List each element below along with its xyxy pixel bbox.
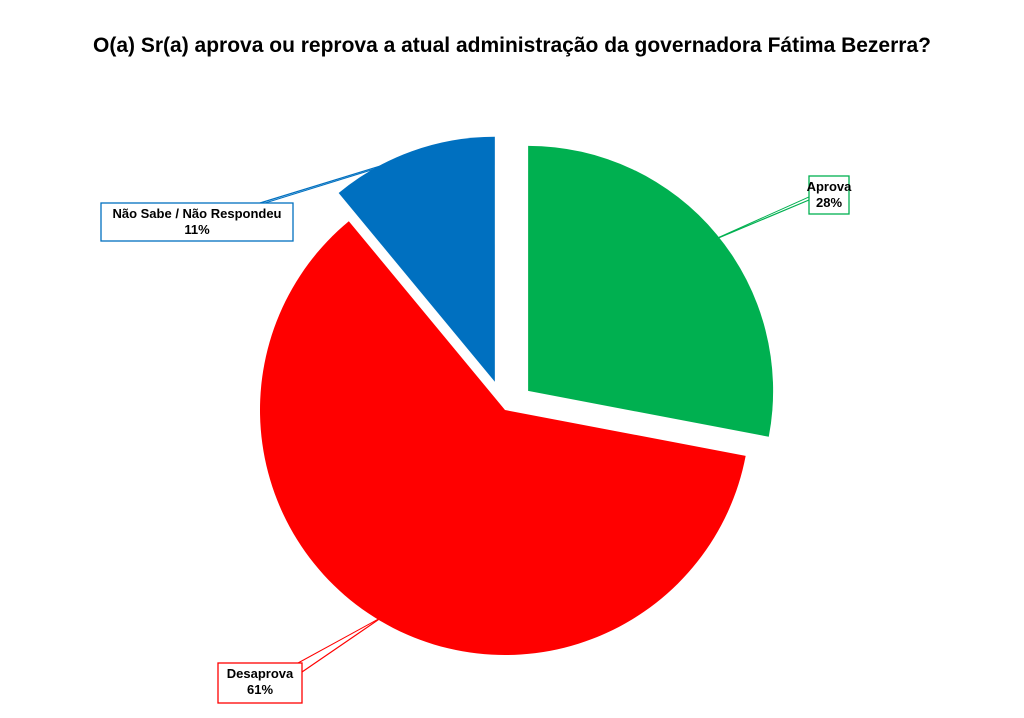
leader-line	[297, 616, 384, 664]
chart-title: O(a) Sr(a) aprova ou reprova a atual adm…	[93, 34, 931, 57]
pie-slice-n-o-sabe-n-o-respondeu	[338, 136, 495, 382]
callout-value-label: 11%	[184, 222, 210, 237]
callout-box	[808, 175, 850, 215]
pie-slices	[259, 136, 774, 656]
callout-leaders	[259, 155, 810, 673]
callout-category-label: Não Sabe / Não Respondeu	[112, 206, 281, 221]
leader-line	[707, 196, 810, 243]
callout-category-label: Aprova	[807, 179, 853, 194]
leader-line	[301, 616, 384, 673]
leader-line	[264, 157, 411, 204]
leader-line	[259, 155, 414, 204]
pie-slice-desaprova	[259, 221, 746, 656]
callout-value-label: 61%	[247, 682, 273, 697]
pie-slice-aprova	[528, 145, 774, 437]
callout-box	[100, 202, 294, 242]
callout-value-label: 28%	[816, 195, 842, 210]
callout-category-label: Desaprova	[227, 666, 294, 681]
callout-box	[217, 662, 303, 704]
